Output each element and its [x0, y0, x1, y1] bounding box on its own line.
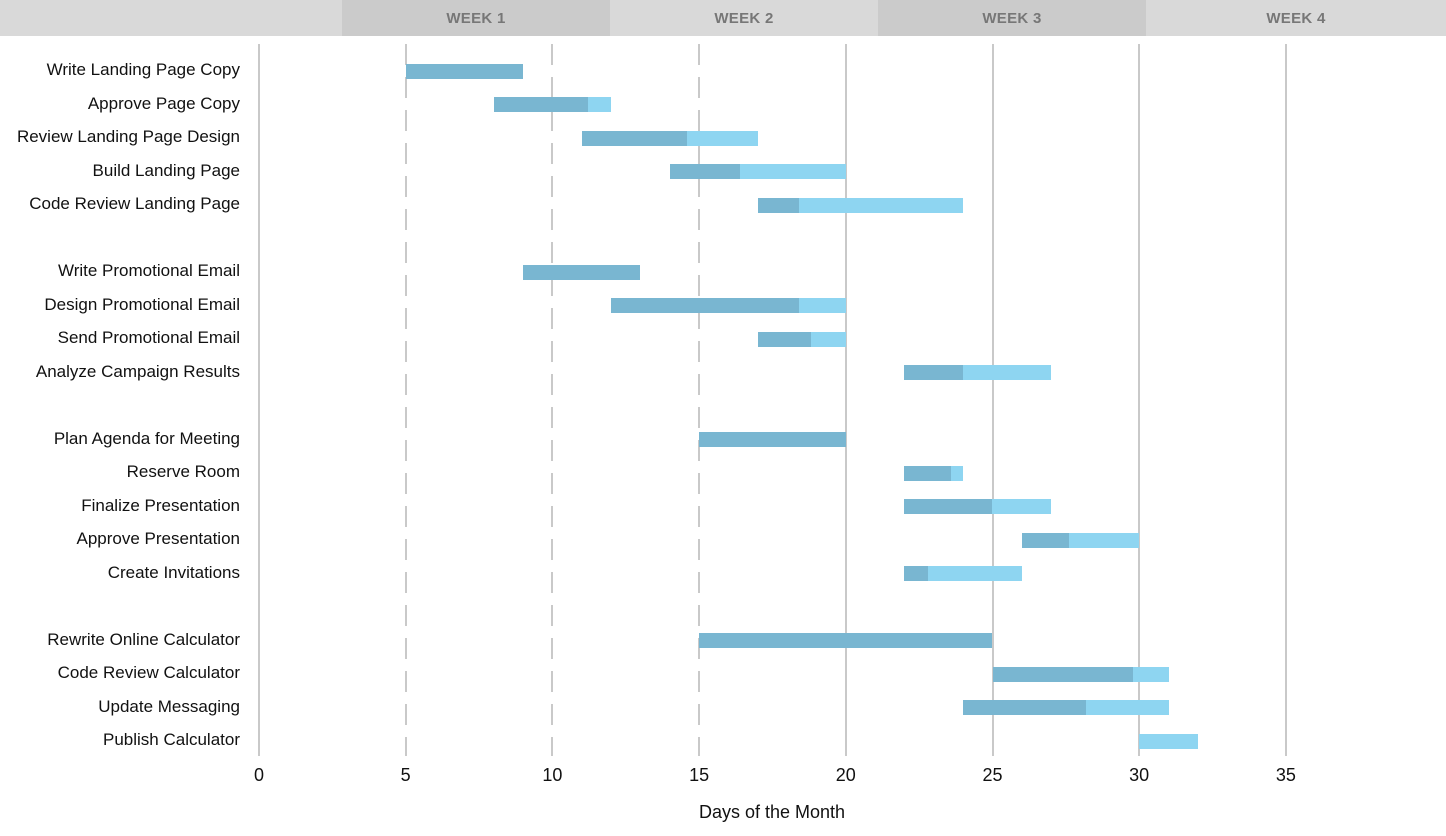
dashed-gridline [551, 44, 554, 756]
task-bar-complete-segment [904, 499, 993, 514]
task-bar-complete-segment [699, 432, 846, 447]
task-bar [523, 264, 641, 280]
task-label: Write Promotional Email [57, 261, 240, 280]
x-tick-label: 0 [253, 765, 265, 785]
x-tick-label: 10 [542, 765, 563, 785]
solid-gridline [1138, 44, 1141, 756]
task-bar [992, 666, 1169, 682]
solid-gridline [844, 44, 847, 756]
task-label: Write Landing Page Copy [46, 60, 240, 79]
task-label: Build Landing Page [92, 160, 240, 180]
week-header-cell: WEEK 2 [610, 0, 878, 36]
task-bar [1139, 733, 1198, 749]
solid-gridline [258, 44, 260, 756]
task-bar-complete-segment [581, 130, 688, 146]
task-label: Reserve Room [126, 462, 240, 481]
week-header-cell: WEEK 1 [342, 0, 610, 36]
task-bar [904, 465, 964, 481]
task-bar-complete-segment [669, 164, 741, 179]
task-label: Analyze Campaign Results [35, 361, 240, 381]
task-label: Create Invitations [107, 562, 240, 582]
task-bar [699, 633, 993, 648]
task-label: Approve Page Copy [87, 93, 240, 113]
week-header: WEEK 1 WEEK 2 WEEK 3 WEEK 4 [0, 0, 1446, 36]
task-bar-complete-segment [699, 633, 993, 648]
task-bar-complete-segment [493, 97, 588, 112]
task-bar-complete-segment [904, 465, 952, 481]
task-label: Send Promotional Email [57, 328, 240, 347]
task-bar-complete-segment [963, 700, 1087, 715]
task-bar [699, 432, 846, 447]
solid-gridline [991, 44, 994, 756]
x-tick-label: 15 [689, 765, 710, 785]
task-label: Code Review Landing Page [29, 194, 240, 213]
task-bar [611, 298, 846, 313]
x-tick-label: 35 [1275, 765, 1296, 785]
task-bar [669, 164, 846, 179]
task-bar-complete-segment [523, 264, 641, 280]
week-header-cell: WEEK 4 [1146, 0, 1446, 36]
task-bar [405, 63, 524, 79]
dashed-gridline [698, 44, 701, 756]
task-bar [963, 700, 1169, 715]
solid-gridline [1284, 44, 1287, 756]
task-bar-complete-segment [904, 566, 928, 581]
task-bar [904, 566, 1022, 581]
task-label: Code Review Calculator [57, 663, 240, 682]
x-tick-label: 30 [1129, 765, 1150, 785]
task-label: Plan Agenda for Meeting [53, 428, 240, 448]
task-bar [581, 130, 758, 146]
task-bar-complete-segment [757, 331, 811, 347]
task-bar [757, 197, 964, 213]
task-bar-complete-segment [611, 298, 799, 313]
task-bar [904, 365, 1052, 380]
x-tick-label: 20 [835, 765, 856, 785]
week-header-spacer [0, 0, 342, 36]
task-bar-complete-segment [405, 63, 524, 79]
task-label: Review Landing Page Design [16, 127, 240, 146]
dashed-gridline [404, 44, 407, 756]
task-bar [904, 499, 1052, 514]
task-label: Finalize Presentation [81, 495, 240, 515]
task-bar-complete-segment [1021, 532, 1069, 548]
task-bar-complete-segment [992, 666, 1134, 682]
task-label: Rewrite Online Calculator [47, 629, 240, 649]
task-label: Approve Presentation [76, 529, 241, 548]
task-label: Update Messaging [98, 696, 240, 716]
x-axis-title: Days of the Month [698, 802, 846, 822]
task-bar [757, 331, 846, 347]
task-label: Design Promotional Email [44, 294, 240, 314]
task-bar-complete-segment [904, 365, 964, 380]
task-bar [493, 97, 612, 112]
task-bar-complete-segment [757, 197, 799, 213]
task-label: Publish Calculator [102, 730, 240, 749]
x-tick-label: 25 [982, 765, 1003, 785]
task-bar [1021, 532, 1140, 548]
x-tick-label: 5 [400, 765, 411, 785]
week-header-cell: WEEK 3 [878, 0, 1146, 36]
